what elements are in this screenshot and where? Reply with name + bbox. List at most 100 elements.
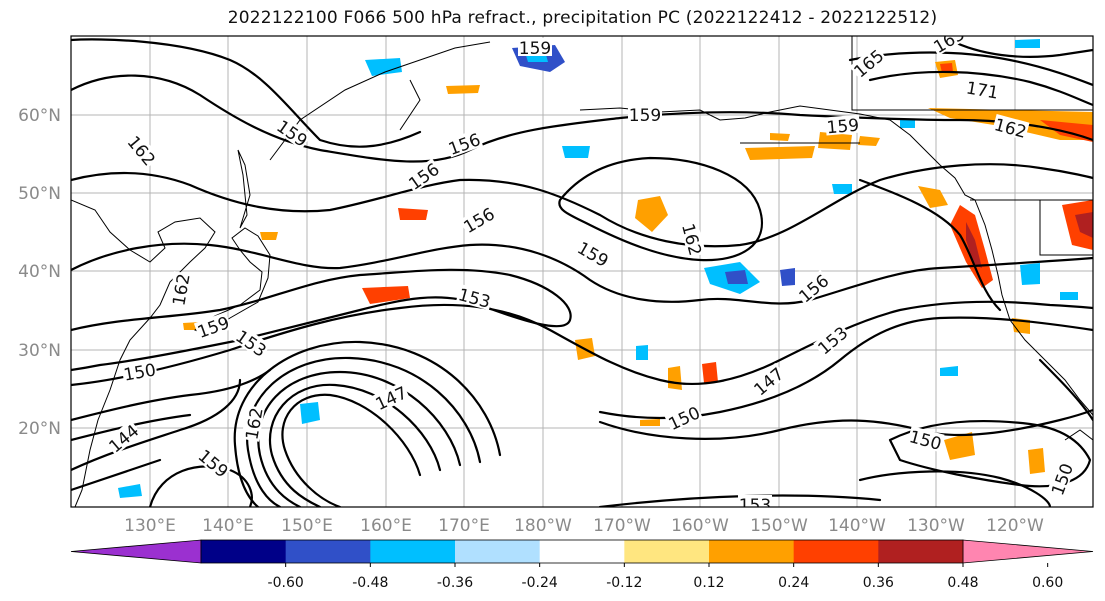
contour-label-bg xyxy=(404,158,443,193)
colorbar-extend-max xyxy=(962,539,1094,564)
height-contours xyxy=(71,38,1093,507)
contour-label-bg xyxy=(459,203,498,236)
shade-positive xyxy=(702,362,718,383)
shade-positive xyxy=(770,133,790,141)
contour-label-bg xyxy=(992,114,1030,141)
shade-positive xyxy=(918,186,948,208)
colorbar: -0.60 -0.48 -0.36 -0.24 -0.12 0.12 0.24 0.36 0.4… xyxy=(70,539,1094,591)
colorbar-tick-label: 0.36 xyxy=(863,575,894,591)
lon-label: 160°W xyxy=(671,516,729,536)
lat-label: 60°N xyxy=(18,106,61,126)
shade-positive xyxy=(260,232,278,240)
shade-negative xyxy=(300,402,320,424)
lon-label: 140°W xyxy=(828,516,886,536)
contour-label-bg xyxy=(193,311,233,341)
lon-label: 160°E xyxy=(360,516,412,536)
colorbar-frame xyxy=(200,539,964,564)
shade-positive xyxy=(1075,212,1093,238)
lat-label: 50°N xyxy=(18,184,61,204)
shade-negative xyxy=(940,366,958,376)
shade-negative xyxy=(365,58,402,76)
lon-label: 150°W xyxy=(750,516,808,536)
contour-label-bg xyxy=(813,321,851,358)
gridlines xyxy=(71,36,1093,507)
colorbar-tick-label: 0.60 xyxy=(1032,575,1063,591)
shade-positive xyxy=(640,419,660,426)
contour-label: 159 xyxy=(629,106,661,126)
contour-label-bg xyxy=(929,36,968,56)
contour-label-bg xyxy=(195,444,233,481)
latitude-labels: 60°N 50°N 40°N 30°N 20°N xyxy=(18,106,61,439)
shade-negative xyxy=(636,345,648,360)
contour-label-bg xyxy=(518,38,552,56)
shade-positive xyxy=(1062,200,1093,250)
shade-positive xyxy=(446,85,480,94)
contour-label-bg xyxy=(168,271,192,308)
shade-positive xyxy=(398,208,428,220)
contour-label-bg xyxy=(232,325,271,360)
contour-label: 159 xyxy=(519,39,551,59)
contour-label-bg xyxy=(241,405,265,442)
contour-label-bg xyxy=(121,359,158,383)
colorbar-segment xyxy=(878,540,964,563)
contour-label-bg xyxy=(1046,459,1076,499)
contour-label-bg xyxy=(679,220,706,258)
map-frame xyxy=(70,35,1094,508)
shade-negative xyxy=(118,484,142,498)
lon-label: 140°E xyxy=(202,516,254,536)
contour-label-bg xyxy=(371,381,410,413)
contour-label-bg xyxy=(124,131,161,169)
contour-label-bg xyxy=(273,115,312,150)
colorbar-tick-label: -0.48 xyxy=(352,575,388,591)
shade-negative xyxy=(1015,39,1040,48)
lon-label: 170°E xyxy=(438,516,490,536)
contour-label-bg xyxy=(738,495,772,507)
shade-positive xyxy=(818,132,852,150)
contour-label-bg xyxy=(104,419,142,456)
shade-negative xyxy=(900,119,915,128)
shade-negative xyxy=(1020,263,1040,285)
shade-negative xyxy=(562,146,590,158)
contour-label-bg xyxy=(628,105,662,123)
lat-label: 40°N xyxy=(18,262,61,282)
colorbar-tick-label: -0.24 xyxy=(522,575,558,591)
contour-label: 153 xyxy=(739,496,771,516)
lon-label: 170°W xyxy=(593,516,651,536)
colorbar-segment xyxy=(539,540,625,563)
shade-positive xyxy=(944,432,975,460)
colorbar-tick-label: 0.12 xyxy=(693,575,724,591)
shade-positive xyxy=(635,196,668,232)
lat-label: 30°N xyxy=(18,341,61,361)
colorbar-tick-label: -0.60 xyxy=(268,575,304,591)
shade-positive xyxy=(745,146,815,160)
lon-label: 120°W xyxy=(986,516,1044,536)
contour-label-bg xyxy=(825,114,861,136)
shade-positive xyxy=(1028,448,1045,474)
colorbar-tick-label: -0.36 xyxy=(437,575,473,591)
contour-label-bg xyxy=(574,237,613,270)
colorbar-segment xyxy=(455,540,541,563)
colorbar-segment xyxy=(624,540,710,563)
colorbar-segment xyxy=(793,540,879,563)
longitude-labels: 130°E 140°E 150°E 160°E 170°E 180°W 170°W 160°W… xyxy=(124,516,1044,536)
shade-negative xyxy=(832,184,852,194)
contour-label-bg xyxy=(749,362,787,399)
contour-label-bg xyxy=(456,284,494,311)
lon-label: 180°W xyxy=(514,516,572,536)
contour-label-bg xyxy=(794,269,832,306)
shade-negative xyxy=(725,270,748,284)
lon-label: 130°E xyxy=(124,516,176,536)
colorbar-segment xyxy=(201,540,287,563)
lon-label: 150°E xyxy=(281,516,333,536)
colorbar-segment xyxy=(285,540,371,563)
shade-positive xyxy=(668,366,682,390)
colorbar-extend-min xyxy=(70,539,202,564)
shade-negative xyxy=(780,268,795,286)
colorbar-tick-label: -0.12 xyxy=(606,575,642,591)
shade-positive xyxy=(362,286,410,304)
shade-positive xyxy=(966,222,982,268)
shade-positive xyxy=(940,63,953,73)
contour-label-bg xyxy=(664,401,703,433)
shade-negative xyxy=(1060,292,1078,300)
lat-label: 20°N xyxy=(18,419,61,439)
